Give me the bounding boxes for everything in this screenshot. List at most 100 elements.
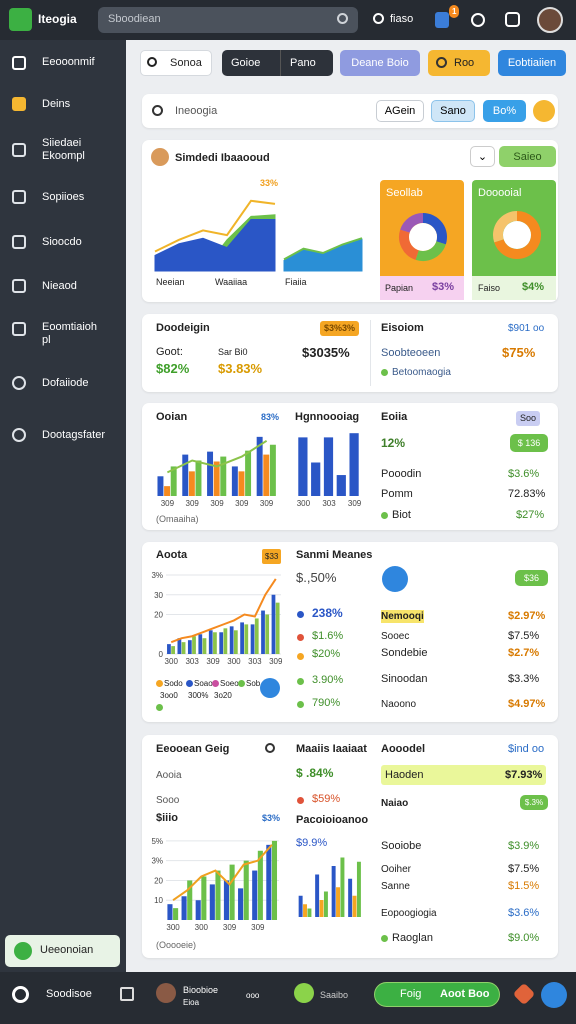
gear-icon[interactable] — [12, 986, 29, 1003]
x-tick-label: 309 — [186, 499, 200, 508]
toolbar-button[interactable]: Deane Boio — [340, 50, 420, 76]
badge: $3% — [262, 813, 281, 823]
nav-item[interactable]: Deins — [42, 98, 71, 110]
search-box[interactable] — [98, 7, 358, 33]
note: (Ooooeie) — [156, 940, 197, 950]
mid-value: $ .84% — [296, 766, 334, 780]
area-chart — [283, 237, 363, 272]
chevron[interactable]: ⌄ — [470, 146, 495, 167]
row-value: $4.97% — [508, 698, 546, 710]
bar — [192, 636, 196, 654]
help-icon[interactable] — [541, 982, 567, 1008]
filter-chip[interactable]: Sano — [431, 100, 475, 122]
bar — [245, 450, 252, 496]
filter-chip[interactable]: Bo% — [483, 100, 526, 122]
nav-item[interactable]: Nieaod — [42, 280, 77, 292]
toolbar-button[interactable] — [222, 50, 333, 76]
line — [170, 578, 277, 644]
chat-icon[interactable] — [505, 12, 520, 27]
nav-item[interactable]: Sioocdo — [42, 236, 82, 248]
bar — [356, 861, 361, 917]
icon — [265, 743, 275, 753]
nav-item[interactable]: Sopiioes — [42, 191, 85, 203]
icon — [380, 276, 464, 300]
tile-value: $4% — [522, 281, 545, 293]
row-label: Sondebie — [381, 647, 428, 659]
row-value: $1.5% — [508, 880, 540, 892]
icon — [151, 148, 169, 166]
donut — [493, 211, 541, 259]
dot — [156, 704, 163, 711]
bar — [311, 462, 321, 496]
mid-item: $1.6% — [312, 630, 344, 642]
chart-title: Hgnnoooiag — [295, 411, 360, 423]
filter-search[interactable]: Ineoogia — [175, 105, 218, 117]
apps-icon[interactable] — [435, 12, 449, 28]
x-tick-label: 309 — [348, 499, 362, 508]
bar — [336, 887, 341, 917]
mid-value: $.,50% — [296, 570, 337, 585]
settings-icon[interactable] — [471, 13, 485, 27]
window-icon[interactable] — [120, 987, 134, 1001]
card-title: Aoota — [156, 549, 188, 561]
icon — [12, 322, 26, 336]
link[interactable]: $ind oo — [508, 743, 545, 755]
bar — [349, 433, 359, 496]
bar — [171, 646, 175, 654]
bar — [229, 864, 235, 920]
card-button[interactable]: Saieo — [499, 146, 556, 167]
nav-item[interactable]: Dootagsfater — [42, 429, 105, 441]
bar — [238, 471, 245, 496]
note: (Omaaiha) — [156, 514, 199, 524]
row-label: Nemooqi — [381, 610, 424, 623]
y-tick-label: 10 — [154, 896, 163, 905]
bar — [187, 880, 193, 920]
y-tick-label: 20 — [154, 876, 163, 885]
line — [172, 844, 273, 902]
nav-item[interactable]: Dofaiiode — [42, 377, 89, 389]
subtitle: $iiio — [156, 812, 179, 824]
value: $75% — [502, 345, 536, 360]
pill[interactable] — [374, 982, 500, 1007]
nav-item[interactable]: Eeooonmif — [42, 56, 95, 68]
bar — [188, 471, 195, 496]
legend-label: Soao — [194, 679, 213, 688]
bar — [223, 880, 229, 920]
stat-label: Goot: — [156, 346, 183, 358]
action-icon[interactable] — [260, 678, 280, 698]
nav-item[interactable]: Siiedaei Ekoompl — [42, 137, 85, 162]
nav-item[interactable]: Eoomtiaioh pl — [42, 321, 98, 346]
notification-badge: 1 — [449, 5, 460, 18]
x-tick-label: 300 — [227, 657, 241, 666]
row-value: $3.6% — [508, 907, 540, 919]
bar — [261, 610, 265, 654]
avatar[interactable] — [537, 7, 563, 33]
filter-icon[interactable] — [533, 100, 555, 122]
badge: 83% — [261, 412, 280, 422]
x-tick-label: 309 — [223, 923, 237, 932]
right-title: Aooodel — [381, 743, 425, 755]
bar — [195, 460, 202, 496]
dot — [297, 634, 304, 641]
button[interactable]: $36 — [515, 570, 548, 586]
donut-segment — [399, 229, 420, 260]
bar — [187, 640, 192, 654]
row-value: $3.3% — [508, 673, 540, 685]
icon — [436, 57, 447, 68]
link[interactable]: $901 oo — [508, 323, 545, 334]
bar-chart — [298, 857, 361, 917]
bar — [170, 466, 177, 496]
area-chart — [154, 199, 276, 272]
bar — [223, 628, 228, 654]
card-title: Ooian — [156, 411, 188, 423]
toolbar-button[interactable] — [140, 50, 212, 76]
legend-label: 3o20 — [214, 691, 232, 700]
bar — [323, 891, 328, 917]
filter-chip[interactable]: AGein — [376, 100, 424, 122]
toolbar-button[interactable]: Eobtiaiien — [498, 50, 566, 76]
row-value: $27% — [516, 509, 545, 521]
line — [154, 199, 276, 253]
row-label: Sooiobe — [381, 840, 422, 852]
button[interactable]: $ 136 — [510, 434, 548, 452]
